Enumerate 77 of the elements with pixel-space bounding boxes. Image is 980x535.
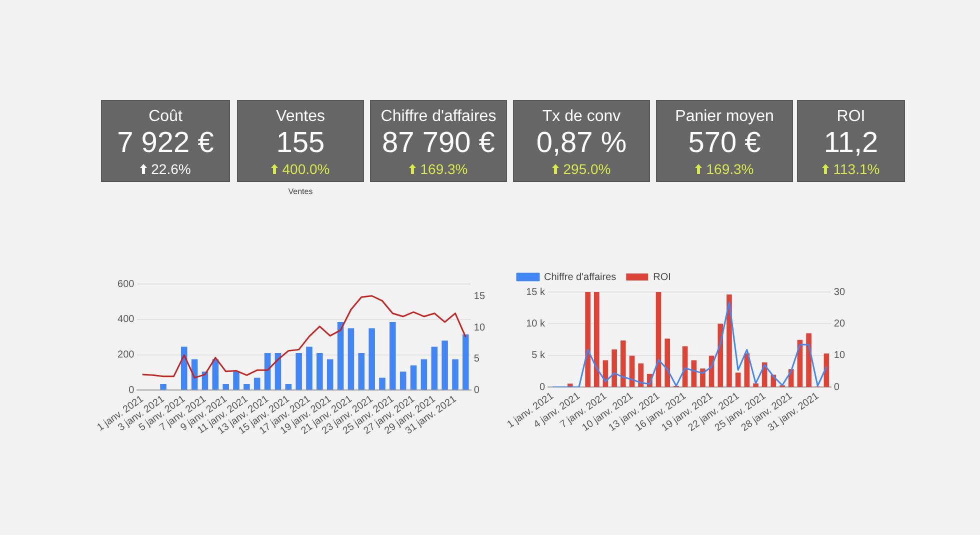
y-tick-label: 15 k bbox=[526, 286, 546, 298]
bar bbox=[212, 359, 219, 390]
y-tick-label: 0 bbox=[128, 384, 135, 396]
bar bbox=[254, 378, 260, 390]
bar bbox=[348, 328, 354, 390]
text: 295.0% bbox=[563, 161, 611, 177]
text: Ventes bbox=[275, 108, 326, 126]
text: 22.6% bbox=[151, 161, 191, 177]
bar bbox=[718, 324, 724, 388]
bar bbox=[390, 322, 396, 390]
bar bbox=[379, 378, 386, 390]
text: ROI bbox=[836, 108, 866, 126]
text: 169.3% bbox=[420, 161, 468, 177]
text: 570 € bbox=[687, 127, 762, 159]
text: 400.0% bbox=[282, 161, 330, 177]
bar bbox=[420, 359, 428, 390]
bar bbox=[726, 294, 732, 388]
y-tick-label: 0 bbox=[539, 382, 546, 393]
bar bbox=[691, 360, 697, 388]
bar bbox=[274, 353, 282, 390]
bar bbox=[806, 333, 812, 388]
y2-tick-label: 20 bbox=[834, 318, 846, 330]
y2-tick-label: 5 bbox=[474, 354, 480, 365]
bar bbox=[612, 349, 617, 388]
bar bbox=[326, 359, 334, 390]
text: 113.1% bbox=[833, 161, 880, 177]
text: 7 922 € bbox=[116, 127, 215, 159]
text: Chiffre d'affaires bbox=[380, 108, 498, 126]
y-tick-label: 5 k bbox=[532, 350, 546, 362]
y2-tick-label: 10 bbox=[834, 350, 846, 362]
y2-tick-label: 0 bbox=[474, 384, 480, 396]
bar bbox=[296, 353, 302, 390]
bar bbox=[233, 372, 240, 390]
bar bbox=[368, 328, 375, 390]
text: 0,87 % bbox=[535, 127, 628, 159]
text: Panier moyen bbox=[674, 108, 775, 126]
y2-tick-label: 10 bbox=[474, 322, 486, 334]
text: 169.3% bbox=[706, 161, 754, 177]
bar bbox=[735, 372, 741, 388]
bar bbox=[358, 353, 365, 390]
text: 87 790 € bbox=[381, 127, 496, 159]
y-tick-label: 400 bbox=[118, 314, 135, 326]
y-tick-label: 10 k bbox=[526, 318, 546, 330]
bar bbox=[410, 365, 417, 390]
bar bbox=[656, 292, 662, 388]
bar bbox=[431, 346, 438, 390]
y2-tick-label: 15 bbox=[474, 291, 486, 302]
bar bbox=[160, 384, 166, 390]
bar bbox=[337, 322, 344, 390]
bar bbox=[285, 384, 292, 390]
bar bbox=[620, 340, 626, 388]
y-tick-label: 600 bbox=[118, 278, 135, 290]
bar bbox=[753, 383, 758, 388]
bar bbox=[316, 353, 323, 390]
text: Coût bbox=[148, 108, 184, 126]
text: 155 bbox=[275, 127, 326, 159]
y-tick-label: 200 bbox=[118, 350, 135, 361]
bar bbox=[442, 340, 448, 390]
legend-label: Chiffre d'affaires bbox=[544, 272, 616, 283]
text: Tx de conv bbox=[541, 108, 622, 126]
bar bbox=[306, 346, 312, 390]
bar bbox=[638, 363, 644, 388]
bar bbox=[585, 292, 590, 388]
bar bbox=[462, 334, 469, 390]
y2-tick-label: 30 bbox=[834, 286, 846, 298]
legend-label: ROI bbox=[653, 272, 671, 283]
bar bbox=[244, 384, 250, 390]
bar bbox=[222, 384, 229, 390]
bar bbox=[664, 338, 670, 388]
y2-tick-label: 0 bbox=[834, 382, 840, 393]
bar bbox=[594, 292, 600, 388]
bar bbox=[452, 359, 458, 390]
bar bbox=[400, 372, 406, 390]
bar bbox=[264, 353, 271, 390]
text: 11,2 bbox=[822, 127, 880, 159]
bar bbox=[700, 368, 706, 388]
text: Ventes bbox=[287, 187, 314, 196]
